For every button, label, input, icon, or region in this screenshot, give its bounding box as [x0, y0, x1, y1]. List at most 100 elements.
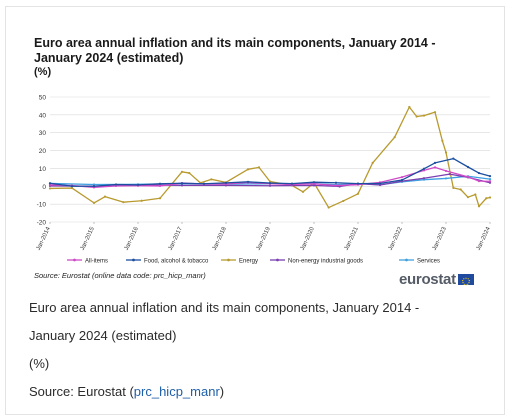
figure-caption: Euro area annual inflation and its main …: [29, 294, 489, 406]
data-point-all-items: [312, 182, 316, 185]
figure-frame: 50 40 30 20 10 0 -10 -20 Jan-2014 Jan-2015 Jan-201…: [5, 6, 505, 415]
data-point-energy: [327, 206, 330, 209]
legend-label-non-energy: Non-energy industrial goods: [288, 258, 363, 264]
data-point-energy: [466, 196, 470, 199]
x-tick-label: Jan-2022: [388, 226, 404, 252]
data-point-all-items: [466, 175, 470, 178]
data-point-energy: [371, 161, 374, 164]
data-point-energy: [188, 171, 191, 175]
data-point-services: [444, 177, 448, 180]
data-point-food: [466, 165, 470, 169]
data-point-non-energy: [180, 184, 184, 187]
data-point-energy: [342, 199, 345, 203]
data-point-energy: [477, 205, 481, 208]
data-point-energy: [408, 105, 411, 109]
caption-source-suffix: ): [219, 384, 225, 399]
logo-text: eurostat: [399, 270, 456, 288]
data-point-energy: [433, 111, 437, 114]
caption-title-line-1: Euro area annual inflation and its main …: [29, 300, 420, 315]
y-tick-label: 40: [39, 112, 47, 119]
data-point-all-items: [444, 169, 448, 173]
x-tick-label: Jan-2018: [212, 226, 228, 252]
data-point-all-items: [488, 180, 492, 183]
data-point-services: [488, 178, 492, 181]
data-point-energy: [257, 166, 261, 169]
data-point-all-items: [158, 184, 162, 188]
y-tick-label: -20: [37, 220, 47, 227]
legend-marker-food: [132, 258, 135, 262]
data-point-non-energy: [268, 184, 272, 187]
data-point-food: [290, 182, 294, 185]
data-point-food: [158, 182, 162, 185]
data-point-food: [400, 178, 404, 182]
data-point-energy: [485, 197, 488, 200]
data-point-energy: [92, 201, 96, 204]
data-point-non-energy: [312, 184, 316, 187]
data-point-energy: [452, 186, 455, 189]
chart-source-note: Source: Eurostat (online data code: prc_…: [34, 271, 206, 280]
y-tick-label: 0: [42, 184, 46, 191]
data-point-food: [378, 182, 382, 185]
data-point-energy: [103, 195, 107, 198]
data-point-energy: [415, 115, 418, 118]
data-point-food: [334, 181, 338, 184]
data-point-energy: [140, 199, 143, 202]
source-link[interactable]: prc_hicp_manr: [133, 384, 220, 399]
x-tick-label: Jan-2017: [168, 226, 184, 252]
caption-source-prefix: Source: Eurostat (: [29, 384, 134, 399]
data-point-food: [268, 181, 272, 185]
data-point-services: [92, 183, 96, 186]
y-tick-label: 20: [39, 148, 47, 155]
data-point-food: [48, 182, 52, 185]
data-point-food: [488, 175, 492, 178]
data-point-all-items: [422, 169, 426, 172]
data-point-non-energy: [448, 173, 451, 176]
caption-source: Source: Eurostat (prc_hicp_manr): [29, 378, 489, 406]
data-point-energy: [70, 186, 74, 190]
y-tick-label: 50: [39, 95, 47, 102]
data-point-food: [70, 185, 74, 188]
data-point-energy: [122, 201, 125, 204]
data-point-energy: [158, 197, 162, 200]
data-point-energy: [210, 178, 213, 181]
data-point-energy: [268, 180, 272, 183]
x-tick-label: Jan-2019: [256, 226, 272, 252]
data-point-energy: [444, 151, 448, 154]
data-point-non-energy: [378, 183, 382, 187]
legend-label-energy: Energy: [239, 258, 258, 264]
y-tick-label: 30: [39, 130, 47, 137]
data-point-energy: [301, 190, 305, 193]
data-point-energy: [422, 114, 426, 117]
data-point-food: [224, 181, 228, 184]
data-point-food: [433, 161, 437, 164]
chart-card: 50 40 30 20 10 0 -10 -20 Jan-2014 Jan-2015 Jan-201…: [7, 8, 503, 291]
series-line-energy: [49, 106, 491, 209]
data-point-all-items: [334, 184, 338, 187]
data-point-food: [180, 182, 184, 185]
x-tick-label: Jan-2021: [344, 226, 360, 252]
chart-unit: (%): [34, 66, 52, 78]
x-tick-label: Jan-2023: [432, 226, 448, 252]
data-point-food: [477, 171, 481, 175]
y-tick-label: -10: [37, 202, 47, 209]
chart-title: Euro area annual inflation and its main …: [34, 36, 436, 65]
x-tick-label: Jan-2024: [476, 226, 492, 252]
legend-marker-all-items: [73, 258, 76, 262]
data-point-energy: [180, 170, 184, 173]
x-tick-label: Jan-2020: [300, 226, 316, 252]
legend-marker-services: [405, 258, 408, 262]
legend-marker-non-energy: [276, 258, 279, 262]
data-point-food: [356, 182, 360, 185]
data-point-all-items: [400, 176, 404, 179]
caption-unit: (%): [29, 356, 50, 371]
data-point-food: [452, 157, 455, 160]
data-point-all-items: [48, 183, 52, 186]
legend-label-all-items: All-items: [85, 258, 108, 264]
data-point-food: [202, 182, 206, 185]
legend-label-food: Food, alcohol & tobacco: [144, 258, 209, 264]
x-tick-label: Jan-2014: [36, 226, 52, 252]
data-point-food: [312, 181, 316, 184]
x-tick-label: Jan-2015: [80, 226, 96, 252]
eu-stars-icon: [461, 277, 470, 285]
